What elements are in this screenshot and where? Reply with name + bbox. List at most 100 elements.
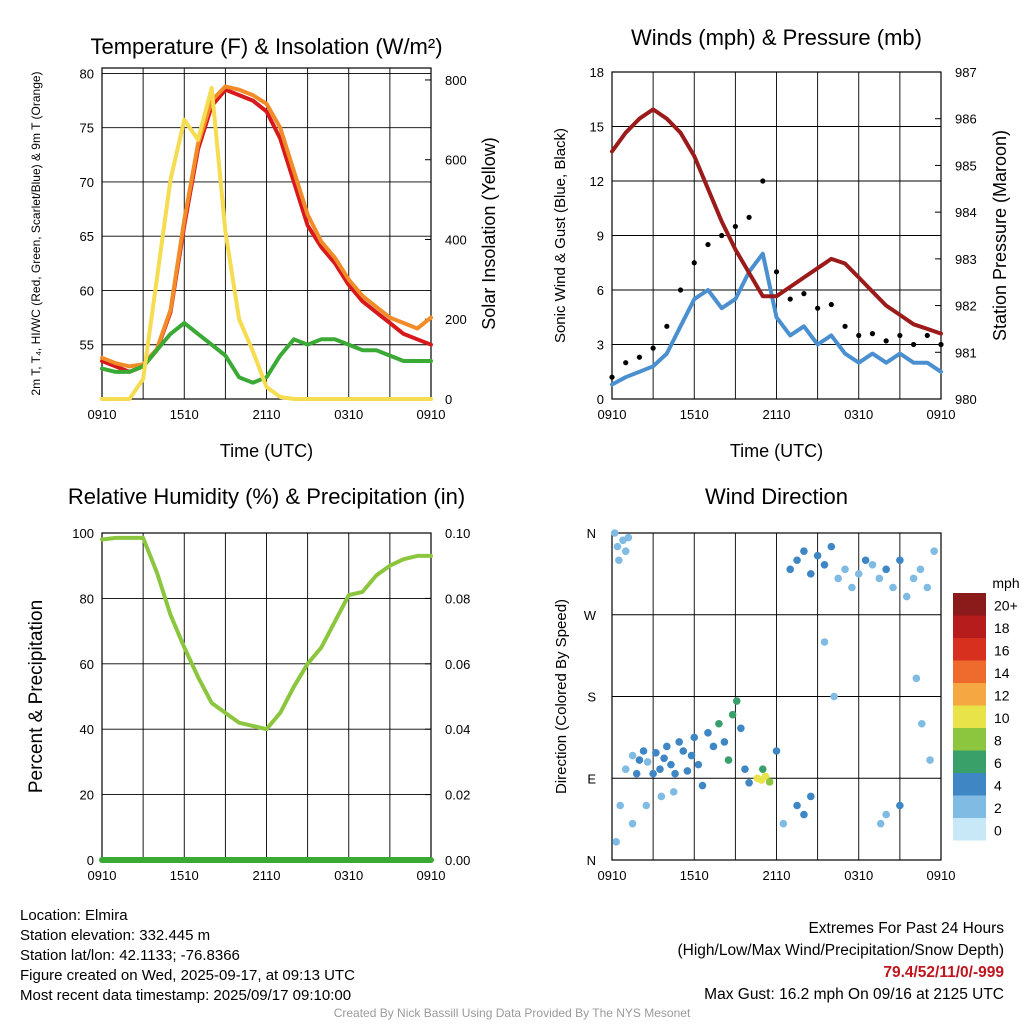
dir-point [621,765,630,773]
dir-legend-label: 6 [994,755,1002,771]
dir-xtick-label: 1510 [680,868,709,883]
wind-ylabel: Sonic Wind & Gust (Blue, Black) [552,128,569,343]
dir-point [820,638,829,646]
dir-point [690,733,699,742]
dir-legend-label: 2 [994,800,1002,816]
wind-series-gust-point [760,178,766,184]
wind-ytick-label: 15 [590,120,604,135]
dir-point [820,560,829,569]
wind-series-gust-point [719,232,725,239]
dir-point [813,551,822,560]
wind-y2tick-label: 986 [955,112,977,127]
dir-point [660,754,668,763]
dir-point [800,810,808,819]
rh-y2tick-label: 0.08 [445,591,470,606]
rh-xtick-label: 1510 [170,868,199,883]
dir-point [720,738,729,746]
rh-xtick-label: 2110 [253,868,281,883]
temp-y2tick-label: 400 [445,232,467,247]
dir-ytick-label: E [587,771,596,786]
dir-ytick-label: W [584,608,597,623]
dir-point [649,769,657,778]
temp-ytick-label: 70 [80,175,94,190]
temp-y2tick-label: 600 [445,153,467,168]
wind-y2tick-label: 983 [955,252,977,267]
dir-point [896,556,904,565]
wind-series-gust-point [705,241,711,248]
rh-title: Relative Humidity (%) & Precipitation (i… [68,484,465,509]
dir-point [912,674,921,683]
wind-xtick-label: 2110 [763,407,791,422]
dir-point [621,547,630,555]
temp-ytick-label: 65 [80,229,94,244]
wind-series-gust-point [828,301,834,308]
dir-point [652,749,660,757]
wind-series-gust-point [897,332,903,339]
rh-y2tick-label: 0.10 [445,526,470,541]
dir-point [875,574,884,583]
rh-xtick-label: 0310 [334,868,363,883]
dir-legend-label: 8 [994,732,1002,748]
dir-legend-label: 0 [994,822,1002,838]
dir-point [765,778,774,786]
wind-series-gust-point [938,341,944,348]
wind-ytick-label: 12 [590,174,604,189]
dir-point [612,838,620,846]
wind-xtick-label: 0910 [598,407,627,422]
dir-point [800,547,808,555]
dir-point [830,692,838,701]
wind-series-gust-point [609,374,615,380]
dir-point [876,819,885,828]
temp-ytick-label: 75 [80,121,94,136]
dir-point [635,756,644,764]
dir-legend-label: 10 [994,710,1010,726]
temp-y2tick-label: 800 [445,73,467,88]
rh-series-relative-humidity-line [100,535,433,732]
dir-legend-label: 18 [994,620,1010,636]
dir-legend-label: 4 [994,777,1002,793]
dir-point [882,565,890,574]
dir-legend-swatch [953,638,986,661]
dir-point [669,788,678,796]
dir-xtick-label: 2110 [763,868,791,883]
dir-legend-swatch [953,773,986,796]
created-text: Figure created on Wed, 2025-09-17, at 09… [20,967,355,984]
dir-legend-swatch [953,683,986,706]
wind-xlabel: Time (UTC) [730,441,823,461]
dir-point [683,767,692,775]
extremes-info: Extremes For Past 24 Hours (High/Low/Max… [678,918,1005,1006]
temp-xlabel: Time (UTC) [220,441,313,461]
wind-ytick-label: 18 [590,65,604,80]
rh-ytick-label: 0 [87,853,94,868]
dir-legend-label: 20+ [994,597,1018,613]
dir-point [834,574,842,583]
dir-point [709,742,718,751]
dir-point [613,542,622,551]
dir-point [610,529,619,537]
wind-y2tick-label: 985 [955,158,977,173]
wind-ytick-label: 3 [597,338,604,353]
wind-y2tick-label: 984 [955,205,977,220]
dir-point [758,765,767,773]
wind-series-gust-point [842,323,848,329]
dir-legend-swatch [953,795,986,818]
dir-point [663,742,671,751]
dir-legend-swatch [953,728,986,751]
dir-point [841,565,849,574]
dir-point [923,583,932,592]
recent-data-text: Most recent data timestamp: 2025/09/17 0… [20,987,352,1004]
wind-series-gust-point [691,260,697,266]
rh-ytick-label: 80 [80,591,94,606]
wind-y2tick-label: 987 [955,65,977,80]
dir-legend-swatch [953,593,986,616]
temp-title: Temperature (F) & Insolation (W/m²) [90,34,442,59]
dir-point [806,570,815,578]
temp-ylabel: 2m T, T₄, HI/WC (Red, Green, Scarlet/Blu… [29,71,43,395]
rh-ylabel: Percent & Precipitation [26,600,47,793]
dir-point [657,792,666,801]
dir-point [642,801,651,810]
dir-point [882,810,890,819]
dir-point [632,769,641,778]
wind-series-gust-point [664,323,670,329]
dir-point [671,769,679,778]
